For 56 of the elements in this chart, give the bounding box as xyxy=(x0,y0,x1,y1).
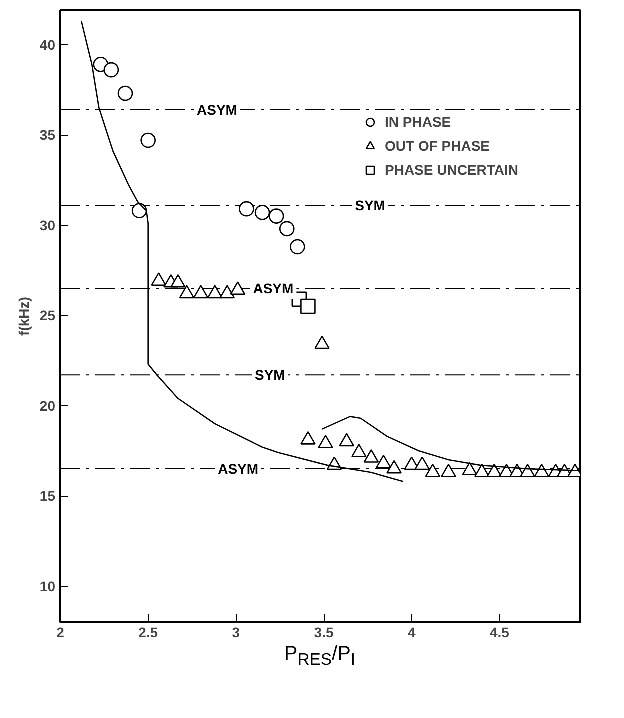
point xyxy=(474,464,490,478)
y-tick-label: 15 xyxy=(40,488,56,504)
y-tick-label: 40 xyxy=(40,36,56,53)
annotation: ASYM xyxy=(197,102,238,118)
point xyxy=(140,132,156,148)
point xyxy=(279,221,295,237)
annotation: SYM xyxy=(355,197,386,214)
annotation: ASYM xyxy=(253,280,294,297)
x-tick-label: 4.5 xyxy=(490,624,510,640)
legend-label: OUT OF PHASE xyxy=(385,138,490,154)
point xyxy=(151,272,167,286)
legend-label: IN PHASE xyxy=(385,114,452,130)
point xyxy=(300,431,316,445)
point xyxy=(179,285,195,299)
y-axis-title: f(kHz) xyxy=(16,297,32,336)
point xyxy=(290,239,306,255)
point xyxy=(300,298,316,314)
point xyxy=(314,336,330,350)
point xyxy=(207,285,223,299)
point xyxy=(520,464,536,478)
point xyxy=(339,433,354,447)
point xyxy=(230,282,246,296)
point xyxy=(254,205,270,220)
point xyxy=(220,285,236,299)
point xyxy=(132,203,148,219)
x-tick-label: 3 xyxy=(232,624,240,640)
y-tick-label: 30 xyxy=(40,217,56,234)
point xyxy=(462,462,478,476)
point xyxy=(170,274,186,288)
y-tick-label: 35 xyxy=(40,127,56,144)
y-tick-label: 20 xyxy=(40,398,56,414)
point xyxy=(193,285,209,299)
legend-label: PHASE UNCERTAIN xyxy=(385,162,519,178)
point xyxy=(425,464,441,478)
point xyxy=(352,444,367,458)
x-tick-label: 2.5 xyxy=(138,624,158,640)
y-tick-label: 25 xyxy=(40,308,56,324)
point xyxy=(486,464,502,478)
annotation: ASYM xyxy=(218,461,259,478)
point xyxy=(534,464,550,478)
point xyxy=(268,208,284,224)
point xyxy=(386,460,402,474)
point xyxy=(364,449,380,463)
x-tick-label: 4 xyxy=(408,624,416,640)
point xyxy=(239,201,254,217)
x-axis-title: P$_{RES}$/P$_{I}$ xyxy=(283,642,357,671)
x-tick-label: 2 xyxy=(56,624,65,640)
annotation: SYM xyxy=(254,367,286,384)
point xyxy=(441,464,456,478)
point xyxy=(414,456,430,470)
x-tick-label: 3.5 xyxy=(314,624,334,640)
point xyxy=(376,454,392,468)
point xyxy=(104,62,120,78)
point xyxy=(318,435,334,448)
y-tick-label: 10 xyxy=(40,578,56,594)
point xyxy=(118,86,134,102)
